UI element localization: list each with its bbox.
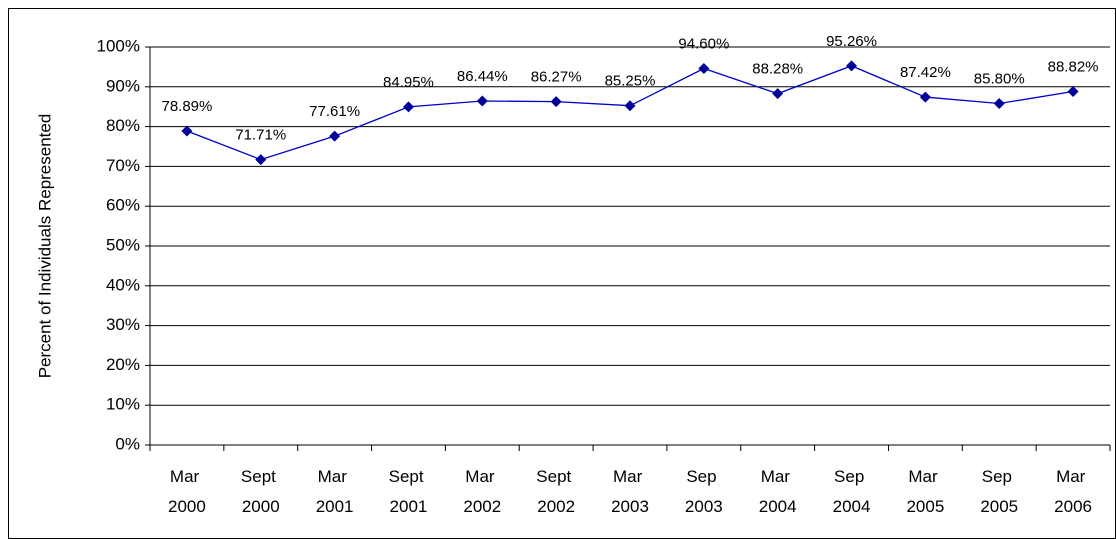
chart-frame bbox=[8, 8, 1116, 539]
y-tick-label: 20% bbox=[106, 355, 140, 374]
x-tick-label: Sept 2002 bbox=[536, 467, 576, 516]
data-label: 87.42% bbox=[900, 64, 951, 81]
data-label: 84.95% bbox=[383, 74, 434, 91]
y-tick-label: 80% bbox=[106, 116, 140, 135]
x-tick-label: Mar 2001 bbox=[316, 467, 354, 516]
data-marker bbox=[993, 98, 1005, 110]
data-marker bbox=[402, 101, 414, 113]
data-marker bbox=[772, 88, 784, 100]
x-tick-label: Mar 2004 bbox=[759, 467, 797, 516]
x-tick-label: Sep 2005 bbox=[980, 467, 1018, 516]
y-tick-label: 50% bbox=[106, 235, 140, 254]
x-tick-label: Sep 2004 bbox=[833, 467, 871, 516]
data-label: 71.71% bbox=[235, 127, 286, 144]
y-tick-label: 0% bbox=[115, 434, 140, 453]
data-marker bbox=[919, 91, 931, 103]
data-label: 88.82% bbox=[1048, 58, 1099, 75]
y-tick-label: 10% bbox=[106, 395, 140, 414]
data-label: 88.28% bbox=[752, 61, 803, 78]
x-tick-label: Mar 2006 bbox=[1054, 467, 1092, 516]
y-axis-title: Percent of Individuals Represented bbox=[35, 114, 54, 379]
y-tick-label: 70% bbox=[106, 156, 140, 175]
y-tick-label: 90% bbox=[106, 76, 140, 95]
data-marker bbox=[550, 96, 562, 108]
x-tick-label: Sept 2001 bbox=[389, 467, 429, 516]
data-label: 78.89% bbox=[161, 98, 212, 115]
y-tick-label: 30% bbox=[106, 315, 140, 334]
data-label: 86.27% bbox=[531, 69, 582, 86]
y-tick-label: 100% bbox=[97, 36, 140, 55]
x-tick-label: Mar 2002 bbox=[463, 467, 501, 516]
x-tick-label: Mar 2005 bbox=[906, 467, 944, 516]
data-label: 94.60% bbox=[678, 35, 729, 52]
x-tick-label: Mar 2000 bbox=[168, 467, 206, 516]
data-label: 85.25% bbox=[605, 73, 656, 90]
data-marker bbox=[476, 95, 488, 107]
data-marker bbox=[181, 125, 193, 137]
data-marker bbox=[846, 60, 858, 72]
data-marker bbox=[255, 154, 267, 166]
data-marker bbox=[698, 62, 710, 74]
data-label: 95.26% bbox=[826, 33, 877, 50]
data-marker bbox=[329, 130, 341, 142]
data-label: 77.61% bbox=[309, 103, 360, 120]
x-tick-label: Sept 2000 bbox=[241, 467, 281, 516]
data-marker bbox=[1067, 85, 1079, 97]
x-tick-label: Mar 2003 bbox=[611, 467, 649, 516]
x-tick-label: Sep 2003 bbox=[685, 467, 723, 516]
y-tick-label: 60% bbox=[106, 196, 140, 215]
data-label: 86.44% bbox=[457, 68, 508, 85]
y-tick-label: 40% bbox=[106, 275, 140, 294]
data-marker bbox=[624, 100, 636, 112]
data-label: 85.80% bbox=[974, 70, 1025, 87]
